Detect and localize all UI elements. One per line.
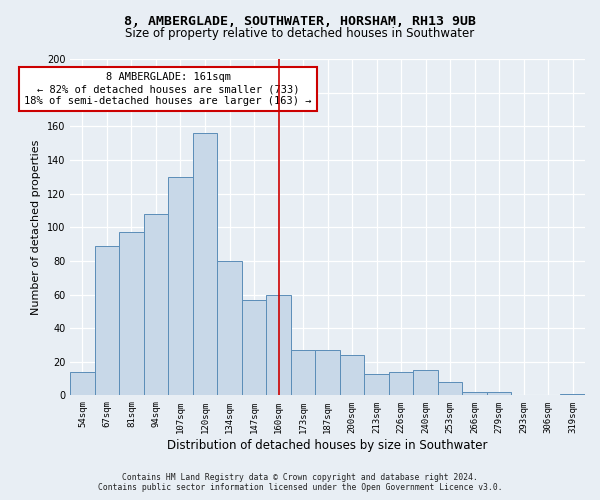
Bar xyxy=(168,177,193,396)
Bar xyxy=(463,392,487,396)
Bar xyxy=(438,382,463,396)
Bar xyxy=(413,370,438,396)
Text: 8, AMBERGLADE, SOUTHWATER, HORSHAM, RH13 9UB: 8, AMBERGLADE, SOUTHWATER, HORSHAM, RH13… xyxy=(124,15,476,28)
Bar xyxy=(316,350,340,396)
X-axis label: Distribution of detached houses by size in Southwater: Distribution of detached houses by size … xyxy=(167,440,488,452)
Bar xyxy=(340,355,364,396)
Bar xyxy=(144,214,168,396)
Bar xyxy=(291,350,316,396)
Bar xyxy=(193,133,217,396)
Bar xyxy=(119,232,144,396)
Y-axis label: Number of detached properties: Number of detached properties xyxy=(31,140,41,315)
Bar xyxy=(217,261,242,396)
Bar xyxy=(266,294,291,396)
Bar xyxy=(487,392,511,396)
Bar xyxy=(242,300,266,396)
Bar xyxy=(95,246,119,396)
Bar xyxy=(70,372,95,396)
Text: Contains HM Land Registry data © Crown copyright and database right 2024.
Contai: Contains HM Land Registry data © Crown c… xyxy=(98,473,502,492)
Bar xyxy=(364,374,389,396)
Text: 8 AMBERGLADE: 161sqm
← 82% of detached houses are smaller (733)
18% of semi-deta: 8 AMBERGLADE: 161sqm ← 82% of detached h… xyxy=(25,72,312,106)
Text: Size of property relative to detached houses in Southwater: Size of property relative to detached ho… xyxy=(125,28,475,40)
Bar xyxy=(560,394,585,396)
Bar xyxy=(389,372,413,396)
